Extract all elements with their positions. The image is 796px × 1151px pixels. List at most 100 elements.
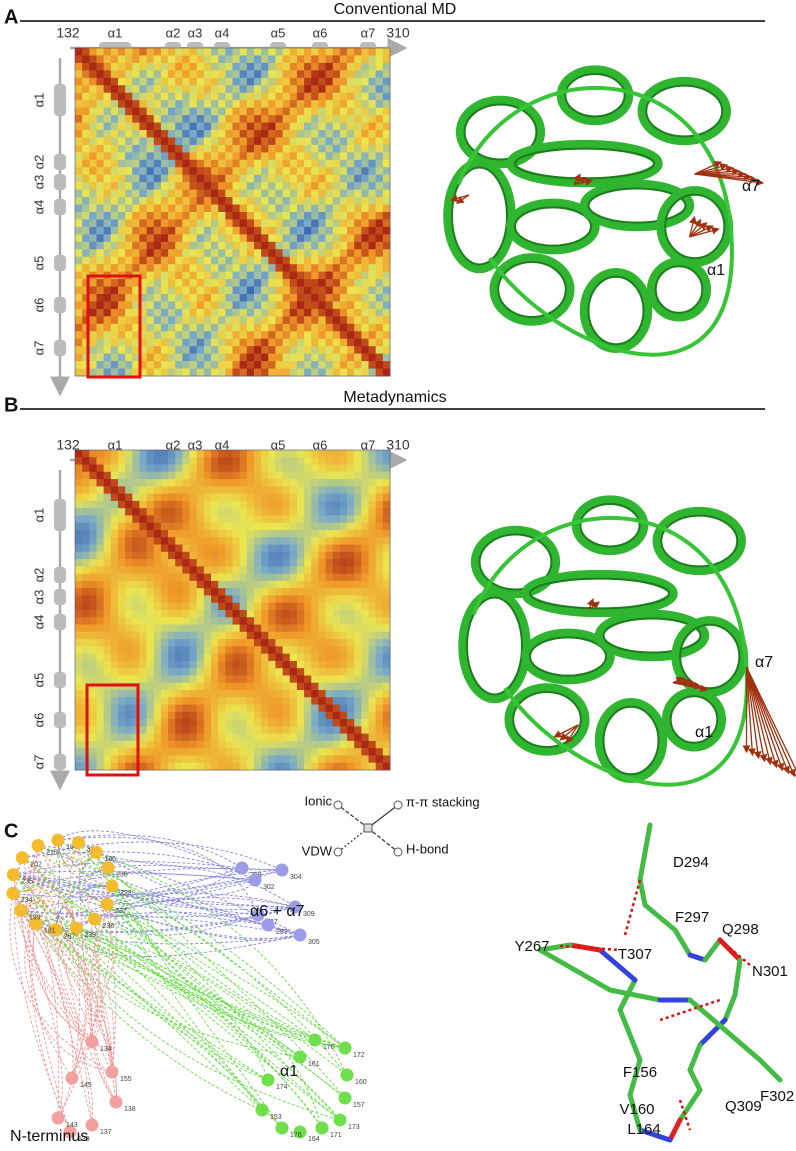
heatmap-cell (225, 675, 233, 683)
heatmap-cell (233, 639, 241, 647)
heatmap-cell (233, 654, 241, 662)
heatmap-cell (218, 272, 226, 280)
heatmap-cell (283, 55, 291, 63)
heatmap-cell (354, 697, 362, 705)
heatmap-cell (190, 675, 198, 683)
heatmap-cell (254, 625, 262, 633)
heatmap-cell (268, 741, 276, 749)
heatmap-cell (182, 264, 190, 272)
heatmap-cell (197, 603, 205, 611)
heatmap-cell (268, 559, 276, 567)
heatmap-cell (96, 301, 104, 309)
heatmap-cell (261, 48, 269, 56)
heatmap-cell (254, 182, 262, 190)
heatmap-cell (376, 130, 384, 138)
heatmap-cell (311, 603, 319, 611)
heatmap-cell (304, 190, 312, 198)
heatmap-cell (376, 294, 384, 302)
heatmap-cell (168, 55, 176, 63)
heatmap-cell (261, 108, 269, 116)
heatmap-cell (154, 301, 162, 309)
heatmap-cell (304, 748, 312, 756)
bond (690, 1045, 700, 1070)
heatmap-cell (290, 301, 298, 309)
heatmap-cell (290, 748, 298, 756)
heatmap-cell (161, 697, 169, 705)
heatmap-cell (376, 668, 384, 676)
node-label: 235 (21, 878, 33, 885)
heatmap-cell (118, 309, 126, 317)
heatmap-cell (240, 279, 248, 287)
heatmap-cell (168, 748, 176, 756)
heatmap-cell (125, 603, 133, 611)
heatmap-cell (190, 494, 198, 502)
heatmap-cell (326, 610, 334, 618)
helix-glyph (54, 754, 66, 770)
structure-label: α7 (742, 178, 760, 195)
heatmap-cell (118, 457, 126, 465)
heatmap-cell (154, 130, 162, 138)
heatmap-cell (132, 661, 140, 669)
heatmap-cell (376, 339, 384, 347)
heatmap-cell (376, 175, 384, 183)
heatmap-cell (197, 566, 205, 574)
heatmap-cell (233, 734, 241, 742)
heatmap-cell (182, 450, 190, 458)
heatmap-cell (311, 625, 319, 633)
heatmap-cell (96, 115, 104, 123)
heatmap-cell (354, 264, 362, 272)
heatmap-cell (111, 595, 119, 603)
heatmap-cell (154, 639, 162, 647)
heatmap-cell (111, 523, 119, 531)
heatmap-cell (96, 494, 104, 502)
heatmap-cell (218, 668, 226, 676)
heatmap-cell (283, 530, 291, 538)
heatmap-cell (340, 279, 348, 287)
heatmap-cell (225, 316, 233, 324)
heatmap-cell (147, 559, 155, 567)
heatmap-cell (383, 234, 391, 242)
heatmap-cell (297, 748, 305, 756)
heatmap-cell (340, 610, 348, 618)
group-label: α6 + α7 (250, 903, 305, 920)
heatmap-cell (147, 369, 155, 377)
heatmap-cell (182, 145, 190, 153)
heatmap-cell (369, 472, 377, 480)
legend-node (394, 848, 402, 856)
heatmap-cell (175, 279, 183, 287)
heatmap-cell (333, 668, 341, 676)
heatmap-cell (225, 603, 233, 611)
heatmap-cell (240, 264, 248, 272)
heatmap-cell (125, 205, 133, 213)
heatmap-cell (240, 639, 248, 647)
helix-ribbon-shade (515, 149, 654, 179)
heatmap-cell (139, 205, 147, 213)
heatmap-cell (290, 242, 298, 250)
heatmap-cell (275, 726, 283, 734)
heatmap-cell (261, 654, 269, 662)
heatmap-cell (168, 212, 176, 220)
heatmap-cell (225, 457, 233, 465)
heatmap-cell (211, 595, 219, 603)
heatmap-cell (268, 85, 276, 93)
heatmap-cell (154, 85, 162, 93)
heatmap-cell (96, 369, 104, 377)
heatmap-cell (96, 219, 104, 227)
heatmap-cell (161, 472, 169, 480)
heatmap-cell (268, 552, 276, 560)
heatmap-cell (168, 734, 176, 742)
heatmap-cell (254, 294, 262, 302)
heatmap-cell (96, 661, 104, 669)
heatmap-cell (326, 279, 334, 287)
heatmap-cell (275, 78, 283, 86)
heatmap-cell (233, 545, 241, 553)
heatmap-cell (89, 152, 97, 160)
heatmap-cell (197, 361, 205, 369)
heatmap-cell (347, 301, 355, 309)
heatmap-cell (161, 537, 169, 545)
heatmap-cell (139, 249, 147, 257)
heatmap-cell (240, 537, 248, 545)
heatmap-cell (275, 55, 283, 63)
heatmap-cell (240, 610, 248, 618)
heatmap-cell (161, 486, 169, 494)
